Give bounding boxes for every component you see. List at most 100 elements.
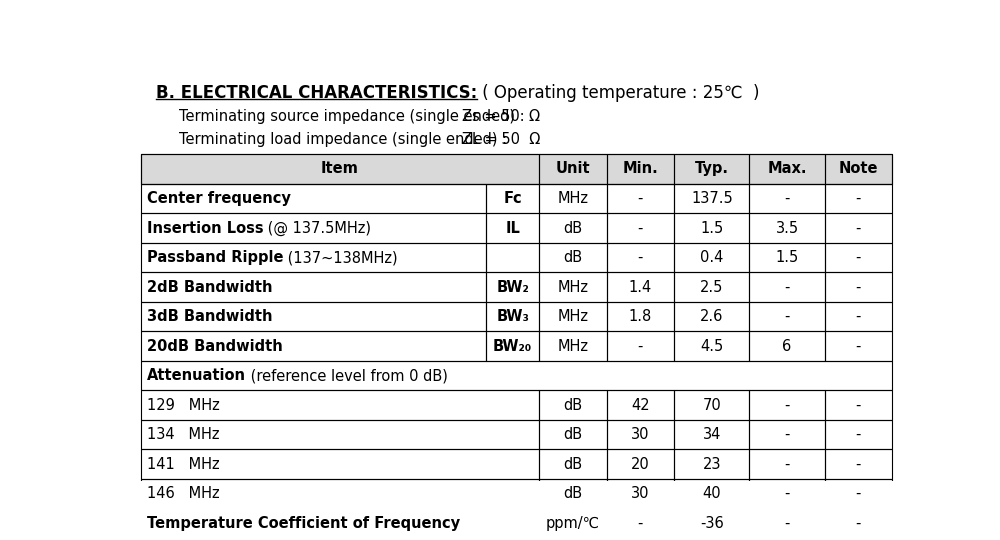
Bar xyxy=(674,420,749,449)
Bar xyxy=(825,302,892,332)
Text: 20dB Bandwidth: 20dB Bandwidth xyxy=(147,339,282,354)
Bar xyxy=(749,449,825,479)
Bar xyxy=(825,449,892,479)
Bar xyxy=(486,243,539,272)
Bar xyxy=(486,302,539,332)
Bar xyxy=(825,154,892,184)
Bar xyxy=(140,390,539,420)
Text: dB: dB xyxy=(563,427,582,442)
Bar xyxy=(539,479,607,509)
Text: -: - xyxy=(856,339,861,354)
Bar xyxy=(140,272,486,302)
Bar xyxy=(140,479,539,509)
Bar xyxy=(749,302,825,332)
Text: -: - xyxy=(784,516,790,531)
Bar xyxy=(825,420,892,449)
Bar xyxy=(539,449,607,479)
Bar xyxy=(140,243,486,272)
Text: Max.: Max. xyxy=(767,161,807,177)
Text: 141   MHz: 141 MHz xyxy=(147,457,219,471)
Bar xyxy=(607,272,674,302)
Text: (137~138MHz): (137~138MHz) xyxy=(283,250,398,265)
Text: ( Operating temperature : 25℃  ): ( Operating temperature : 25℃ ) xyxy=(477,84,760,102)
Bar xyxy=(140,213,486,243)
Text: -: - xyxy=(638,516,643,531)
Bar xyxy=(539,302,607,332)
Bar xyxy=(825,272,892,302)
Text: -: - xyxy=(856,191,861,206)
Bar xyxy=(825,184,892,213)
Text: 0.4: 0.4 xyxy=(700,250,724,265)
Bar xyxy=(674,449,749,479)
Text: BW₂₀: BW₂₀ xyxy=(493,339,532,354)
Bar xyxy=(140,420,539,449)
Text: Unit: Unit xyxy=(555,161,590,177)
Text: -: - xyxy=(856,427,861,442)
Bar xyxy=(749,420,825,449)
Text: -: - xyxy=(638,250,643,265)
Text: 2.6: 2.6 xyxy=(700,309,724,324)
Bar xyxy=(607,332,674,361)
Bar xyxy=(825,243,892,272)
Text: Zs = 50  Ω: Zs = 50 Ω xyxy=(462,109,540,124)
Bar xyxy=(749,332,825,361)
Text: 3.5: 3.5 xyxy=(775,220,799,235)
Text: -: - xyxy=(784,427,790,442)
Bar xyxy=(674,332,749,361)
Text: Center frequency: Center frequency xyxy=(147,191,291,206)
Text: MHz: MHz xyxy=(557,309,588,324)
Text: BW₂: BW₂ xyxy=(496,280,529,294)
Text: dB: dB xyxy=(563,250,582,265)
Text: Insertion Loss: Insertion Loss xyxy=(147,220,263,235)
Bar xyxy=(140,154,892,184)
Bar xyxy=(674,213,749,243)
Text: 134   MHz: 134 MHz xyxy=(147,427,219,442)
Text: dB: dB xyxy=(563,486,582,501)
Bar xyxy=(825,509,892,538)
Text: ZL = 50  Ω: ZL = 50 Ω xyxy=(462,132,540,147)
Bar xyxy=(140,361,892,390)
Bar xyxy=(749,390,825,420)
Text: -36: -36 xyxy=(700,516,724,531)
Text: (@ 137.5MHz): (@ 137.5MHz) xyxy=(263,220,371,235)
Text: 42: 42 xyxy=(631,397,650,413)
Text: 2dB Bandwidth: 2dB Bandwidth xyxy=(147,280,272,294)
Bar xyxy=(539,154,607,184)
Text: -: - xyxy=(638,220,643,235)
Bar xyxy=(539,184,607,213)
Text: -: - xyxy=(856,397,861,413)
Text: 129   MHz: 129 MHz xyxy=(147,397,219,413)
Text: 1.4: 1.4 xyxy=(629,280,652,294)
Text: -: - xyxy=(856,220,861,235)
Text: Fc: Fc xyxy=(503,191,522,206)
Text: -: - xyxy=(856,457,861,471)
Bar xyxy=(749,184,825,213)
Bar xyxy=(607,243,674,272)
Text: BW₃: BW₃ xyxy=(496,309,529,324)
Bar xyxy=(539,420,607,449)
Text: 2.5: 2.5 xyxy=(700,280,724,294)
Bar xyxy=(140,184,486,213)
Text: IL: IL xyxy=(505,220,520,235)
Text: dB: dB xyxy=(563,457,582,471)
Bar xyxy=(607,302,674,332)
Bar xyxy=(607,449,674,479)
Bar xyxy=(607,420,674,449)
Text: ppm/℃: ppm/℃ xyxy=(546,516,600,531)
Text: 40: 40 xyxy=(703,486,721,501)
Text: Item: Item xyxy=(321,161,359,177)
Text: Attenuation: Attenuation xyxy=(147,368,246,383)
Text: -: - xyxy=(784,486,790,501)
Bar xyxy=(486,332,539,361)
Bar xyxy=(486,184,539,213)
Text: 20: 20 xyxy=(631,457,650,471)
Text: dB: dB xyxy=(563,397,582,413)
Text: 30: 30 xyxy=(631,427,650,442)
Bar xyxy=(607,213,674,243)
Bar xyxy=(674,184,749,213)
Text: 70: 70 xyxy=(702,397,721,413)
Bar xyxy=(607,509,674,538)
Bar xyxy=(539,332,607,361)
Text: 137.5: 137.5 xyxy=(691,191,733,206)
Bar xyxy=(825,390,892,420)
